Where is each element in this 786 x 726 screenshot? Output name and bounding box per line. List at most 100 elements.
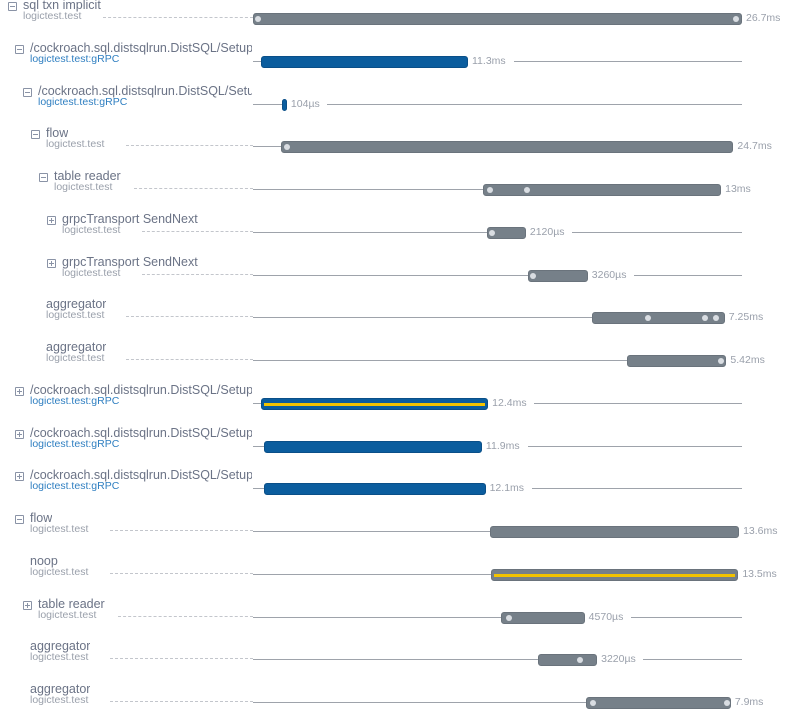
collapse-icon[interactable] (8, 2, 17, 11)
span-subtitle: logictest.test (54, 181, 113, 193)
span-row[interactable]: flow logictest.test 24.7ms (0, 126, 786, 170)
collapse-icon[interactable] (31, 130, 40, 140)
span-bar[interactable] (487, 226, 526, 239)
span-subtitle: logictest.test (46, 352, 105, 364)
log-event-marker[interactable] (283, 144, 290, 151)
duration-label: 5.42ms (730, 354, 765, 366)
connector-dashed (125, 316, 253, 318)
span-row[interactable]: grpcTransport SendNext logictest.test 3260… (0, 254, 786, 299)
span-bar[interactable] (263, 483, 486, 496)
span-bar[interactable] (538, 654, 598, 667)
highlight-line (494, 573, 736, 577)
expand-icon[interactable] (23, 600, 32, 610)
expand-icon[interactable] (47, 258, 56, 268)
expand-icon[interactable] (15, 429, 24, 439)
log-event-marker[interactable] (712, 315, 719, 322)
span-row[interactable]: /cockroach.sql.distsqlrun.DistSQL/SetupF… (0, 383, 786, 427)
timeline-track (253, 103, 282, 105)
span-subtitle: logictest.test (46, 309, 105, 322)
collapse-icon[interactable] (39, 173, 48, 182)
span-title: flow (30, 511, 53, 525)
duration-label: 24.7ms (737, 140, 772, 153)
collapse-icon[interactable] (23, 87, 32, 97)
span-subtitle: logictest.test:gRPC (38, 95, 128, 108)
span-row[interactable]: /cockroach.sql.distsqlrun.DistSQL/SetupF… (0, 84, 786, 128)
log-event-marker[interactable] (505, 614, 512, 621)
span-title: aggregator (30, 639, 91, 654)
timeline-track (253, 360, 628, 361)
span-bar[interactable] (261, 55, 468, 68)
span-subtitle: logictest.test (62, 266, 121, 279)
collapse-icon[interactable] (15, 44, 24, 54)
span-row[interactable]: aggregator logictest.test 7.9ms (0, 682, 786, 726)
span-row[interactable]: /cockroach.sql.distsqlrun.DistSQL/SetupF… (0, 468, 786, 512)
duration-label: 7.25ms (728, 311, 764, 324)
highlight-line (264, 402, 486, 406)
log-event-marker[interactable] (718, 358, 724, 364)
span-bar[interactable] (281, 98, 287, 111)
span-bar[interactable] (261, 397, 489, 410)
log-event-marker[interactable] (530, 272, 537, 279)
log-event-marker[interactable] (701, 315, 708, 322)
span-row[interactable]: flow logictest.test 13.6ms (0, 511, 786, 555)
timeline-track (253, 573, 492, 575)
span-title: grpcTransport SendNext (62, 254, 198, 269)
timeline-track (253, 317, 592, 319)
log-event-marker[interactable] (644, 315, 651, 322)
timeline-track (253, 146, 282, 148)
span-bar[interactable] (500, 611, 585, 624)
connector-dashed (141, 273, 253, 275)
span-bar[interactable] (627, 355, 727, 367)
timeline-track (571, 231, 742, 233)
span-subtitle: logictest.test (30, 565, 89, 578)
expand-icon[interactable] (15, 472, 24, 482)
span-subtitle: logictest.test:gRPC (30, 394, 120, 407)
span-subtitle: logictest.test (23, 10, 82, 22)
span-bar[interactable] (586, 697, 731, 709)
timeline-track (253, 702, 587, 703)
span-row[interactable]: /cockroach.sql.distsqlrun.DistSQL/SetupF… (0, 41, 786, 85)
span-bar[interactable] (489, 526, 740, 538)
timeline-track (253, 60, 262, 62)
log-event-marker[interactable] (732, 16, 739, 22)
span-subtitle: logictest.test:gRPC (30, 437, 120, 450)
span-bar[interactable] (491, 568, 739, 581)
connector-dashed (109, 658, 253, 660)
log-event-marker[interactable] (255, 16, 261, 22)
span-title: aggregator (46, 297, 107, 312)
span-bar[interactable] (528, 269, 588, 282)
span-row[interactable]: aggregator logictest.test 5.42ms (0, 340, 786, 384)
expand-icon[interactable] (15, 386, 24, 396)
span-row[interactable]: sql txn implicit logictest.test 26.7ms (0, 0, 786, 42)
span-row[interactable]: grpcTransport SendNext logictest.test 2120… (0, 212, 786, 256)
span-row[interactable]: /cockroach.sql.distsqlrun.DistSQL/SetupF… (0, 426, 786, 470)
log-event-marker[interactable] (589, 700, 596, 706)
span-title: aggregator (46, 340, 107, 354)
duration-label: 4570µs (588, 610, 624, 623)
duration-label: 13.5ms (742, 567, 777, 580)
duration-label: 7.9ms (734, 696, 764, 708)
collapse-icon[interactable] (15, 515, 24, 524)
span-row[interactable]: aggregator logictest.test 7.25ms (0, 297, 786, 341)
span-bar[interactable] (253, 13, 742, 25)
span-title: table reader (38, 596, 105, 611)
span-row[interactable]: aggregator logictest.test 3220µs (0, 639, 786, 683)
log-event-marker[interactable] (523, 187, 530, 193)
log-event-marker[interactable] (487, 187, 494, 193)
timeline-track (531, 488, 742, 490)
span-bar[interactable] (263, 440, 482, 453)
log-event-marker[interactable] (489, 229, 496, 236)
span-subtitle: logictest.test (46, 138, 105, 151)
connector-dashed (125, 359, 253, 360)
span-title: noop (30, 553, 58, 568)
log-event-marker[interactable] (576, 657, 583, 664)
span-row[interactable]: noop logictest.test 13.5ms (0, 553, 786, 598)
expand-icon[interactable] (47, 215, 56, 225)
span-bar[interactable] (281, 141, 734, 154)
span-row[interactable]: table reader logictest.test 13ms (0, 169, 786, 213)
duration-label: 3260µs (591, 268, 627, 281)
span-bar[interactable] (483, 184, 722, 196)
log-event-marker[interactable] (723, 700, 730, 706)
span-row[interactable]: table reader logictest.test 4570µs (0, 596, 786, 641)
span-bar[interactable] (592, 312, 725, 325)
